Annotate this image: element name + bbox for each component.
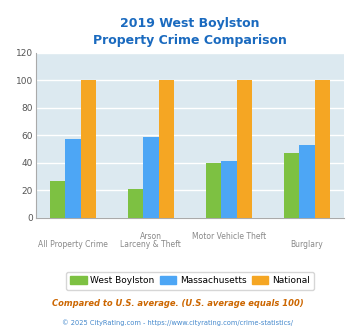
Bar [299,145,315,218]
Text: Arson: Arson [140,232,162,241]
Bar [127,189,143,218]
Text: © 2025 CityRating.com - https://www.cityrating.com/crime-statistics/: © 2025 CityRating.com - https://www.city… [62,319,293,326]
Bar [65,139,81,218]
Text: All Property Crime: All Property Crime [38,240,108,249]
Bar [143,137,159,218]
Text: Compared to U.S. average. (U.S. average equals 100): Compared to U.S. average. (U.S. average … [51,299,304,308]
Text: Larceny & Theft: Larceny & Theft [120,240,181,249]
Bar [159,80,174,218]
Text: Burglary: Burglary [290,240,323,249]
Bar [284,153,299,218]
Bar [315,80,330,218]
Legend: West Boylston, Massachusetts, National: West Boylston, Massachusetts, National [66,272,314,290]
Text: Motor Vehicle Theft: Motor Vehicle Theft [192,232,266,241]
Bar [206,163,221,218]
Title: 2019 West Boylston
Property Crime Comparison: 2019 West Boylston Property Crime Compar… [93,17,287,48]
Bar [221,161,237,218]
Bar [50,181,65,218]
Bar [237,80,252,218]
Bar [81,80,96,218]
